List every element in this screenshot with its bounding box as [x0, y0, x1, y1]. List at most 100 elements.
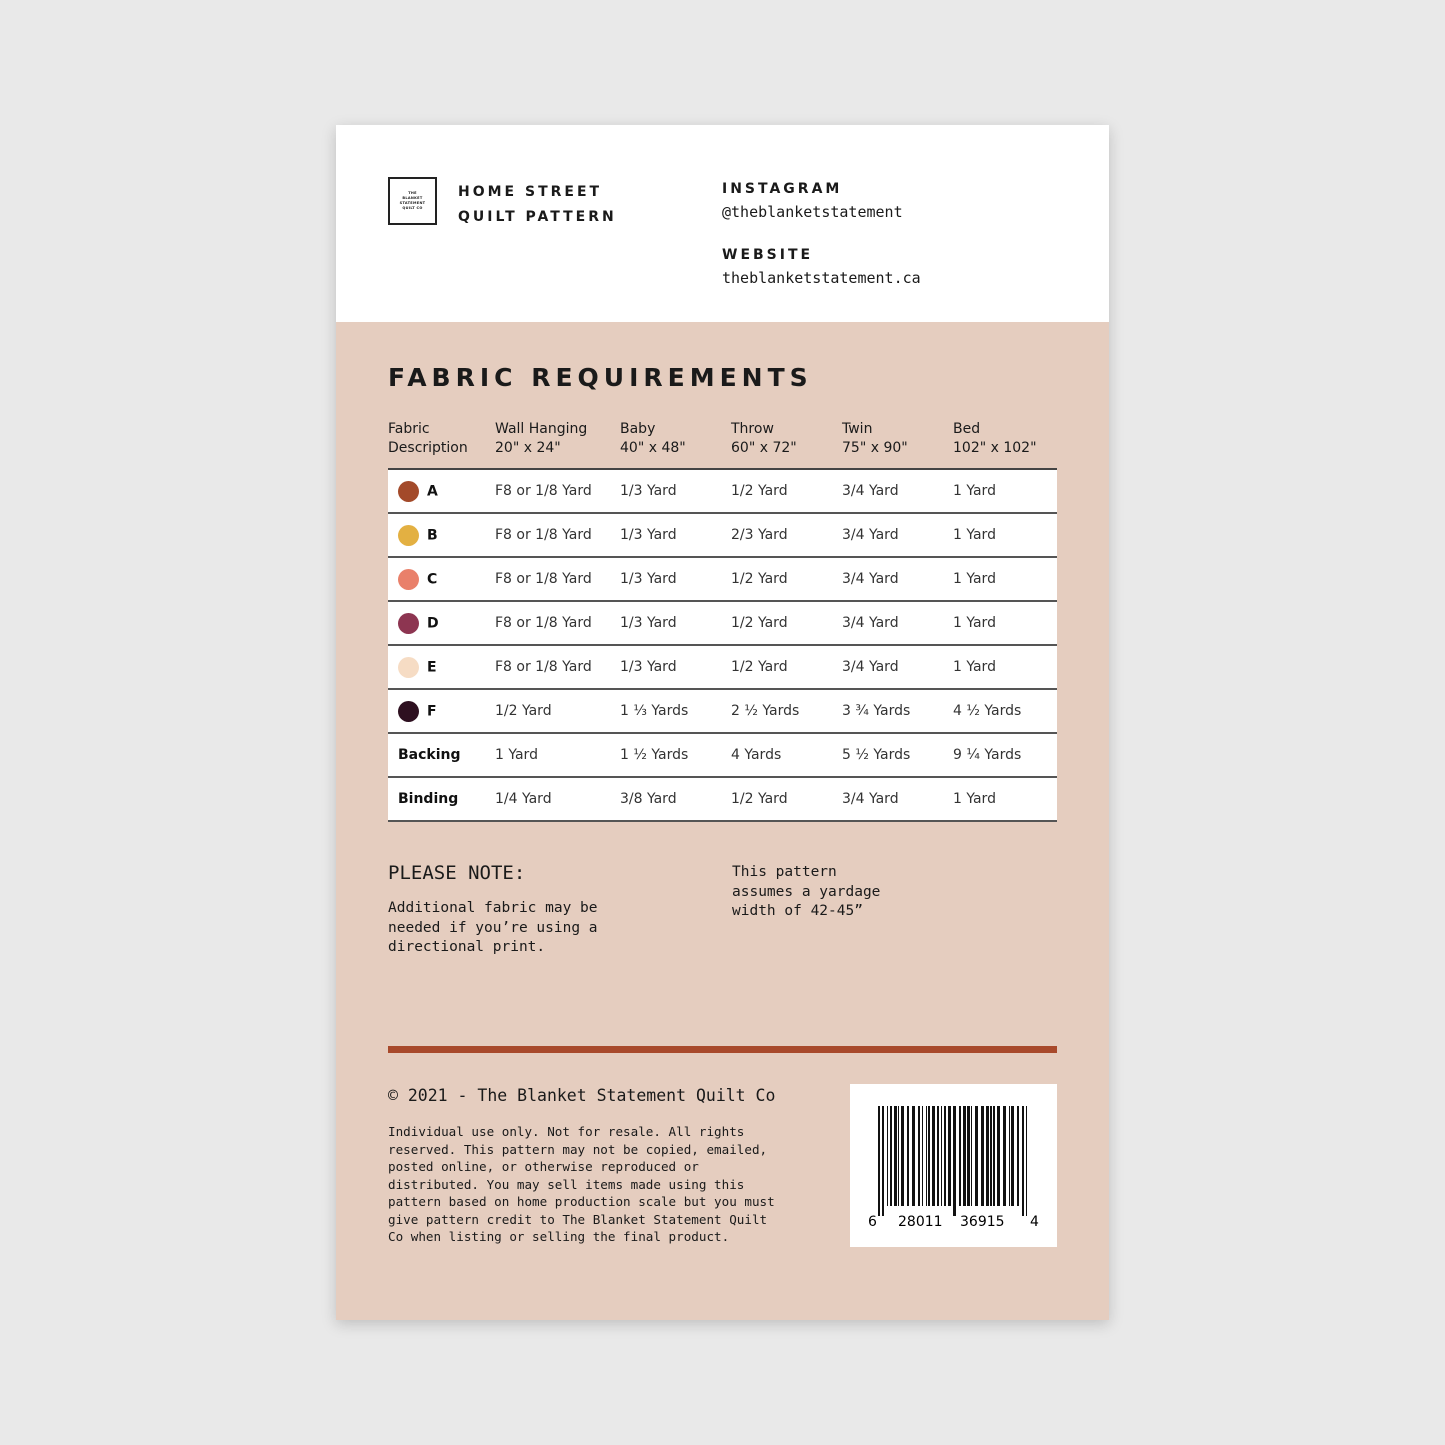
yardage-cell: 3/4 Yard — [842, 601, 953, 646]
color-swatch — [398, 568, 419, 590]
header-line-2: 40" x 48" — [620, 440, 686, 456]
fabric-label: D — [427, 615, 439, 631]
barcode-bar — [890, 1106, 892, 1206]
header-line-1: Baby — [620, 421, 656, 437]
yardage-cell: F8 or 1/8 Yard — [495, 601, 620, 646]
barcode-bar — [975, 1106, 978, 1206]
yardage-cell: 5 ½ Yards — [842, 733, 953, 778]
fabric-label: F — [427, 703, 437, 719]
barcode-digits: 4 — [1030, 1214, 1039, 1230]
title-line-2: QUILT PATTERN — [458, 209, 617, 225]
column-header: Twin 75" x 90" — [842, 420, 908, 458]
yardage-cell: 1/2 Yard — [731, 557, 842, 602]
yardage-cell: F8 or 1/8 Yard — [495, 645, 620, 690]
pattern-back-cover: THE BLANKET STATEMENT QUILT CO HOME STREET Q… — [336, 125, 1109, 1320]
fabric-cell: F — [388, 689, 495, 734]
barcode-bar — [912, 1106, 915, 1206]
barcode-bar — [993, 1106, 995, 1206]
table-row: C F8 or 1/8 Yard 1/3 Yard 1/2 Yard 3/4 Yard 1… — [388, 557, 1057, 602]
barcode-bar — [1022, 1106, 1024, 1216]
color-swatch — [398, 524, 419, 546]
header-line-2: 102" x 102" — [953, 440, 1037, 456]
barcode-bar — [941, 1106, 942, 1206]
yardage-cell: 1/2 Yard — [731, 601, 842, 646]
yardage-cell: 1 Yard — [953, 469, 1057, 514]
barcode-digits: 28011 — [898, 1214, 943, 1230]
copyright: © 2021 - The Blanket Statement Quilt Co — [388, 1086, 776, 1105]
barcode-bar — [990, 1106, 992, 1206]
yardage-cell: 1 Yard — [953, 557, 1057, 602]
barcode-bar — [1017, 1106, 1019, 1206]
barcode-bar — [1011, 1106, 1014, 1206]
instagram-handle: @theblanketstatement — [722, 203, 903, 221]
yardage-cell: 1/2 Yard — [731, 645, 842, 690]
fabric-cell: C — [388, 557, 495, 602]
fabric-cell: A — [388, 469, 495, 514]
yardage-cell: 3/4 Yard — [842, 557, 953, 602]
yardage-cell: 1/3 Yard — [620, 557, 731, 602]
fabric-cell: Binding — [388, 777, 495, 822]
yardage-cell: 1/2 Yard — [731, 469, 842, 514]
header-line-1: Throw — [731, 421, 774, 437]
column-header: Fabric Description — [388, 420, 468, 458]
barcode-bar — [887, 1106, 888, 1206]
column-header: Bed 102" x 102" — [953, 420, 1037, 458]
yardage-cell: 3 ¾ Yards — [842, 689, 953, 734]
header-line-2: 20" x 24" — [495, 440, 561, 456]
pattern-title: HOME STREET QUILT PATTERN — [458, 180, 617, 230]
header-line-1: Twin — [842, 421, 873, 437]
yardage-cell: 1/4 Yard — [495, 777, 620, 822]
yardage-cell: 3/4 Yard — [842, 469, 953, 514]
column-header: Throw 60" x 72" — [731, 420, 797, 458]
yardage-cell: 1/3 Yard — [620, 469, 731, 514]
header-line-2: 60" x 72" — [731, 440, 797, 456]
divider — [388, 1046, 1057, 1053]
header: THE BLANKET STATEMENT QUILT CO HOME STREET Q… — [336, 125, 1109, 322]
yardage-cell: 1 Yard — [953, 777, 1057, 822]
yardage-cell: 1 Yard — [495, 733, 620, 778]
barcode-digits: 6 — [868, 1214, 877, 1230]
note-left: Additional fabric may be needed if you’r… — [388, 900, 598, 955]
barcode-bar — [948, 1106, 951, 1206]
yardage-cell: 2/3 Yard — [731, 513, 842, 558]
barcode-bar — [901, 1106, 904, 1206]
yardage-cell: F8 or 1/8 Yard — [495, 557, 620, 602]
yardage-cell: 1/3 Yard — [620, 601, 731, 646]
column-header: Wall Hanging 20" x 24" — [495, 420, 587, 458]
barcode-bar — [971, 1106, 972, 1206]
yardage-cell: 4 Yards — [731, 733, 842, 778]
yardage-cell: 3/4 Yard — [842, 645, 953, 690]
barcode-bar — [981, 1106, 984, 1206]
yardage-cell: 3/4 Yard — [842, 513, 953, 558]
barcode-bar — [894, 1106, 897, 1206]
table-row: F 1/2 Yard 1 ⅓ Yards 2 ½ Yards 3 ¾ Yards 4 ½ … — [388, 689, 1057, 734]
color-swatch — [398, 612, 419, 634]
yardage-cell: 1 Yard — [953, 601, 1057, 646]
instagram-label: INSTAGRAM — [722, 181, 843, 197]
title-line-1: HOME STREET — [458, 184, 603, 200]
table-row: Backing 1 Yard 1 ½ Yards 4 Yards 5 ½ Yards 9 … — [388, 733, 1057, 778]
barcode-bar — [918, 1106, 920, 1206]
brand-logo: THE BLANKET STATEMENT QUILT CO — [388, 177, 437, 225]
yardage-cell: 9 ¼ Yards — [953, 733, 1057, 778]
section-title: FABRIC REQUIREMENTS — [388, 363, 813, 392]
barcode-bar — [878, 1106, 880, 1216]
barcode-bar — [997, 1106, 1000, 1206]
yardage-cell: 1/2 Yard — [495, 689, 620, 734]
header-line-2: 75" x 90" — [842, 440, 908, 456]
barcode-bar — [928, 1106, 930, 1206]
yardage-cell: F8 or 1/8 Yard — [495, 513, 620, 558]
fabric-cell: D — [388, 601, 495, 646]
yardage-cell: 1/2 Yard — [731, 777, 842, 822]
barcode-bar — [1009, 1106, 1010, 1206]
header-line-1: Bed — [953, 421, 981, 437]
fabric-cell: E — [388, 645, 495, 690]
table-row: A F8 or 1/8 Yard 1/3 Yard 1/2 Yard 3/4 Yard 1… — [388, 469, 1057, 514]
yardage-cell: 1 Yard — [953, 513, 1057, 558]
website-url: theblanketstatement.ca — [722, 269, 921, 287]
fabric-label: E — [427, 659, 437, 675]
barcode-bar — [932, 1106, 935, 1206]
yardage-cell: 1 Yard — [953, 645, 1057, 690]
barcode-bar — [953, 1106, 956, 1216]
website-label: WEBSITE — [722, 247, 814, 263]
